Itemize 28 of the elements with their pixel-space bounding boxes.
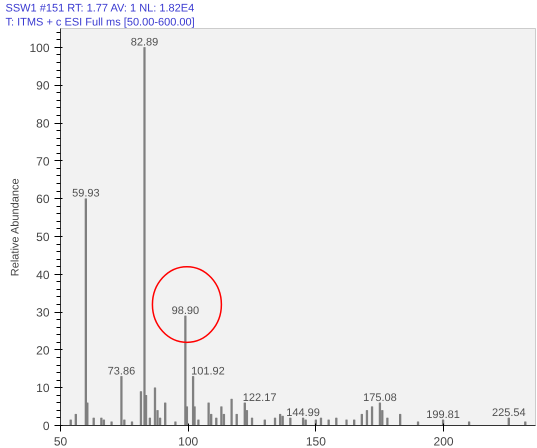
y-tick-label: 90 [36, 78, 50, 93]
annotation: 101.92 [191, 365, 225, 378]
x-tick-label: 150 [306, 434, 326, 448]
chart-subtitle: T: ITMS + c ESI Full ms [50.00-600.00] [6, 16, 195, 28]
annotation: 175.08 [363, 392, 397, 404]
y-tick-label: 30 [36, 306, 50, 320]
chart-title: SSW1 #151 RT: 1.77 AV: 1 NL: 1.82E4 [6, 2, 194, 14]
annotation: 225.54 [492, 406, 526, 419]
y-tick-label: 10 [36, 381, 50, 396]
annotation: 98.90 [172, 304, 200, 317]
y-tick-label: 0 [42, 419, 50, 433]
x-tick-label: 100 [178, 434, 199, 448]
annotation: 144.99 [286, 406, 320, 419]
y-tick-label: 60 [36, 192, 50, 206]
y-axis-title: Relative Abundance [9, 178, 22, 276]
y-tick-label: 70 [36, 154, 50, 168]
annotation: 59.93 [72, 188, 100, 200]
y-tick-label: 100 [29, 40, 50, 55]
y-tick-label: 50 [36, 230, 50, 244]
annotation: 199.81 [426, 408, 460, 421]
annotation: 122.17 [242, 392, 276, 404]
y-tick-label: 80 [36, 116, 50, 131]
annotation: 73.86 [108, 365, 136, 378]
x-tick-label: 50 [54, 434, 68, 448]
x-tick-label: 200 [434, 434, 454, 448]
y-tick-label: 40 [36, 268, 50, 282]
annotation: 82.89 [130, 36, 158, 48]
y-tick-label: 20 [36, 343, 50, 358]
